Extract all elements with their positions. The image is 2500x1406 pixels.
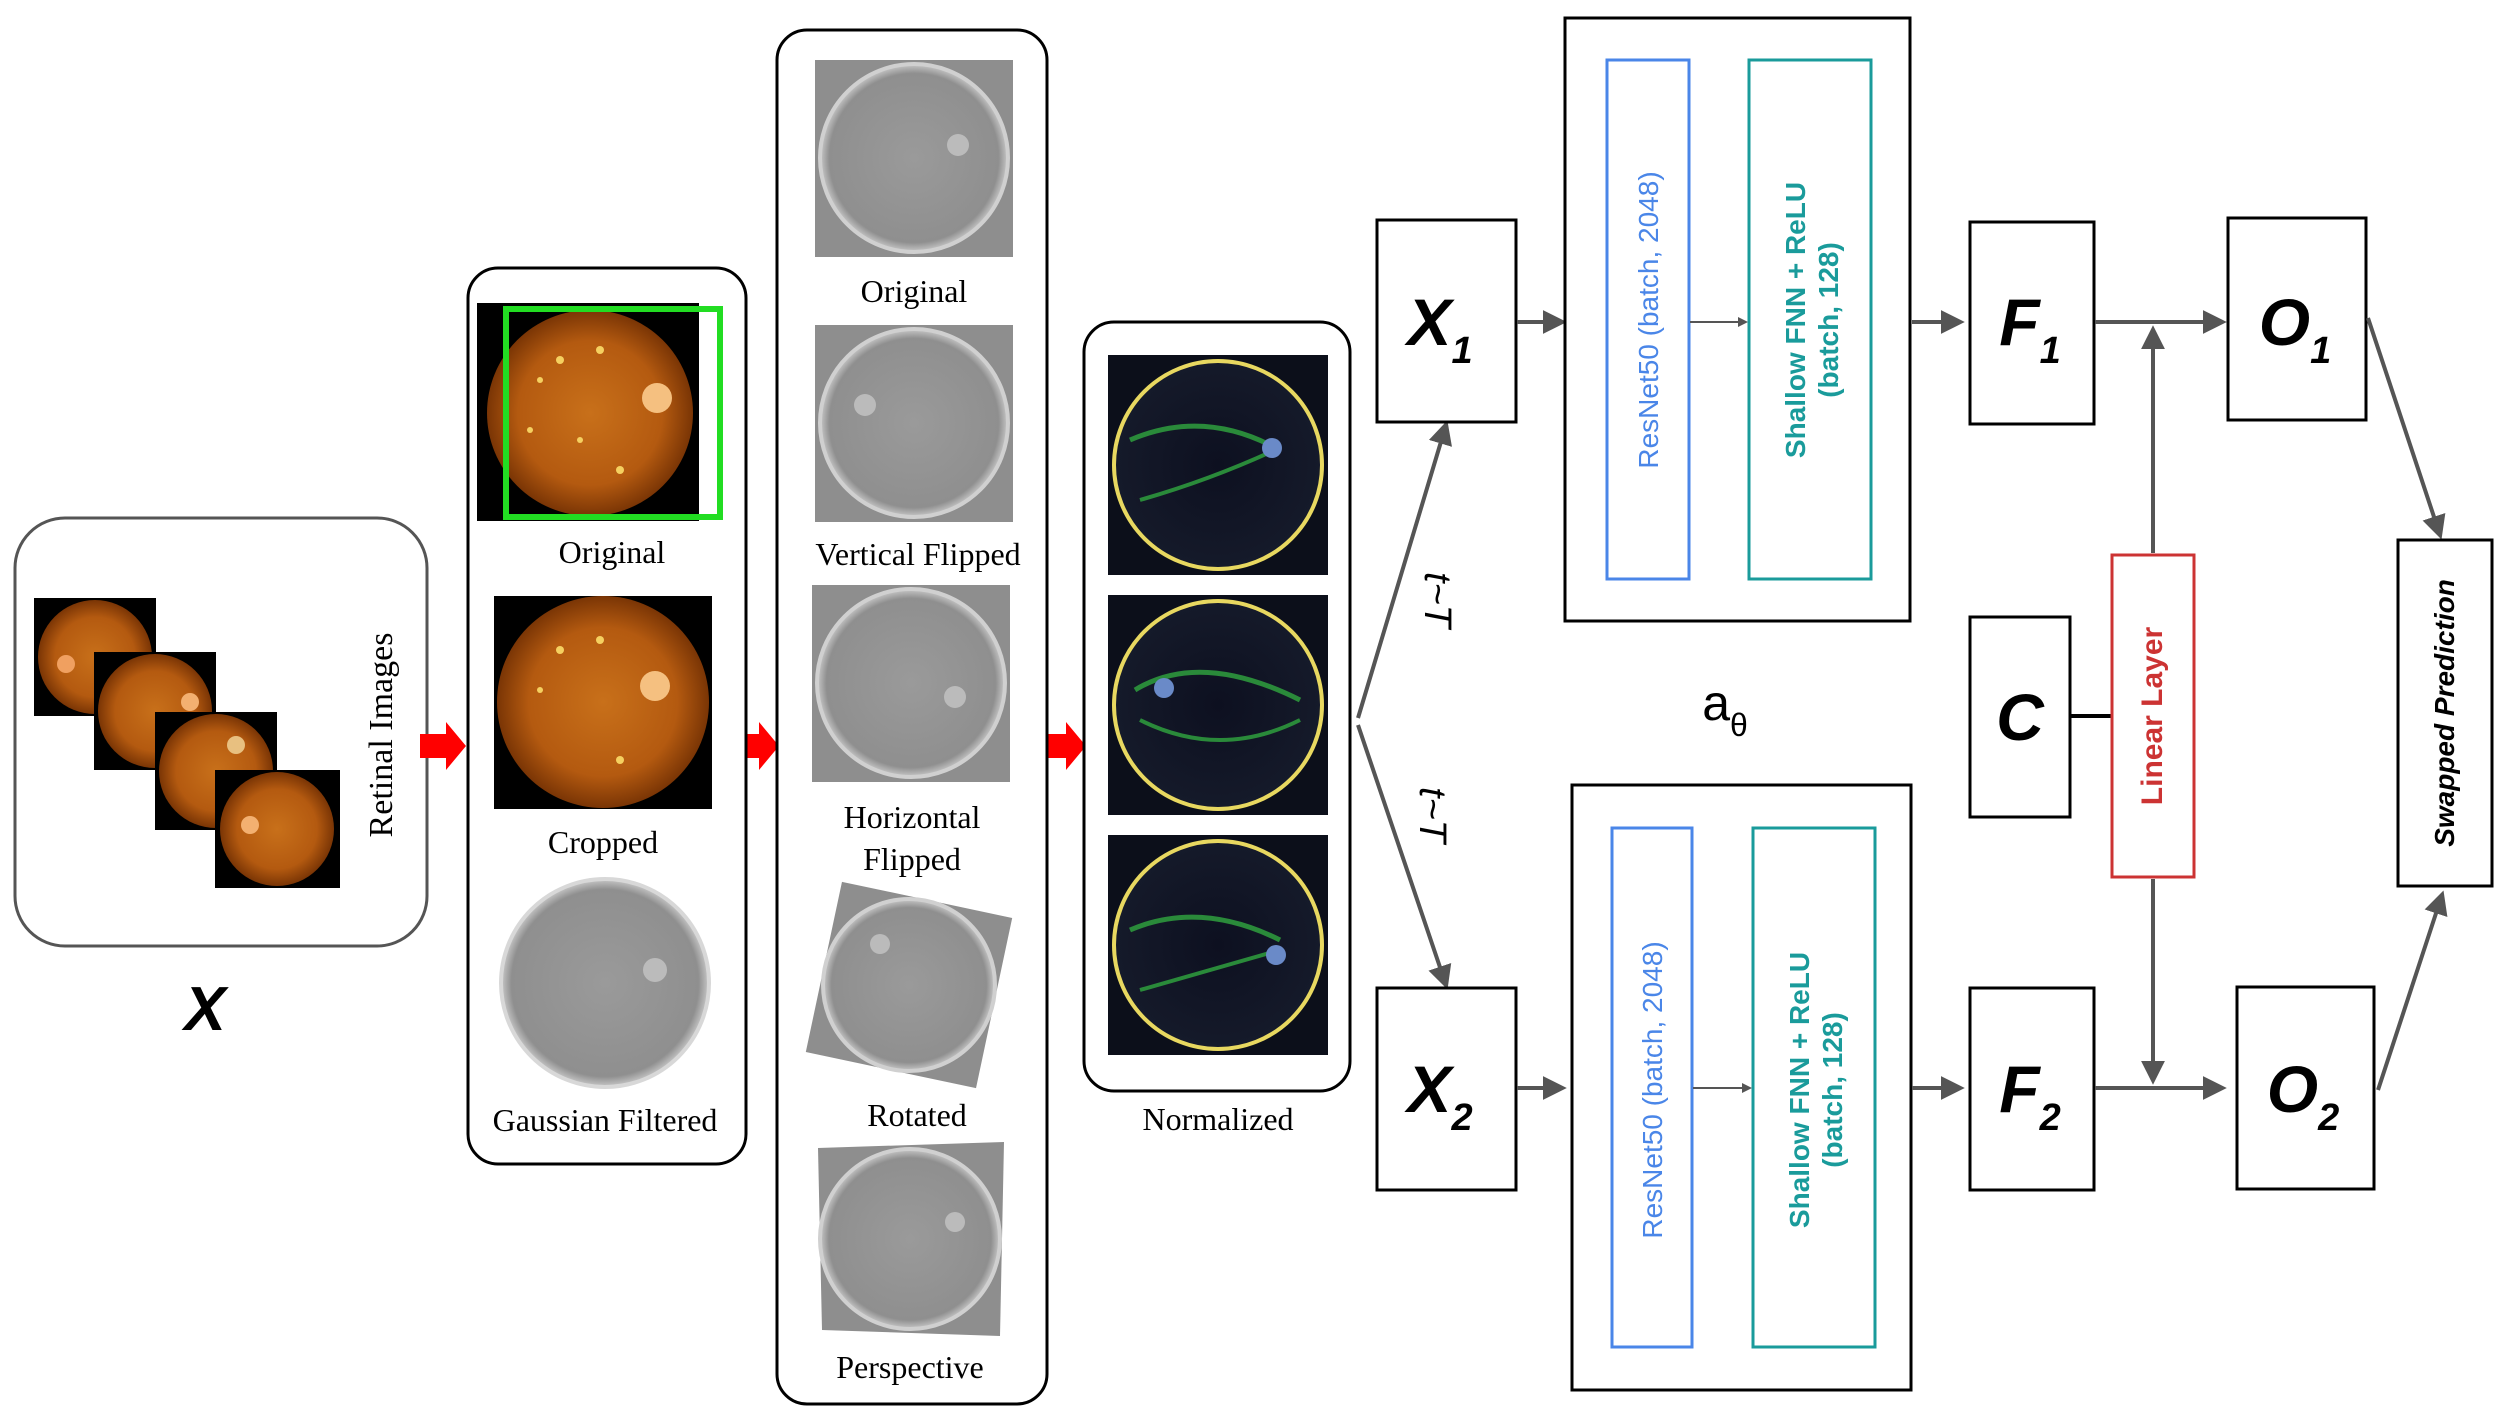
- stage2-rotated-image: [805, 881, 1013, 1089]
- stage1-label-gaussian: Gaussian Filtered: [493, 1102, 718, 1138]
- feature-f1-main: F: [1999, 285, 2041, 359]
- output-o2-main: O: [2267, 1052, 2318, 1126]
- stage2-perspective-image: [808, 1141, 1008, 1338]
- stage2-label-flipped: Flipped: [863, 841, 961, 877]
- output-o1-label: O1: [2259, 285, 2331, 372]
- encoder-theta-sub: θ: [1730, 707, 1748, 743]
- stage2-horizontal-flipped-image: [812, 585, 1010, 782]
- output-o2-box: [2235, 985, 2376, 1191]
- normalized-image-1: [1108, 355, 1328, 575]
- transform-label-bottom: t~T: [1411, 787, 1453, 846]
- feature-f1-sub: 1: [2040, 330, 2061, 372]
- fnn-bottom-label-1: Shallow FNN + ReLU: [1784, 952, 1815, 1228]
- linear-layer-label: Linear Layer: [2136, 626, 2169, 805]
- stage2-label-horizontal: Horizontal: [844, 799, 981, 835]
- fnn-bottom-box: [1751, 826, 1877, 1349]
- retinal-thumb-4: [215, 770, 340, 888]
- fnn-bottom-label-2: (batch, 128): [1817, 1012, 1848, 1168]
- resnet-top-box: [1605, 58, 1691, 581]
- stage1-gaussian-image: [496, 877, 714, 1090]
- output-o1-box: [2226, 216, 2368, 422]
- swapped-prediction-label: Swapped Prediction: [2429, 579, 2460, 847]
- stage2-label-original: Original: [861, 273, 968, 309]
- linear-layer-box: [2110, 553, 2196, 879]
- branch-arrow-top: [1356, 420, 1452, 719]
- feature-f1-label: F1: [1999, 285, 2060, 372]
- normalized-image-2: [1108, 595, 1328, 815]
- resnet-top-label: ResNet50 (batch, 2048): [1633, 171, 1664, 468]
- view-x1-main: X: [1403, 285, 1455, 359]
- view-x2-box: [1375, 986, 1518, 1192]
- encoder-theta-main: a: [1702, 675, 1730, 731]
- view-x1-label: X1: [1403, 285, 1472, 372]
- red-arrow-3: [1040, 722, 1086, 770]
- input-side-label: Retinal Images: [363, 633, 400, 838]
- feature-f2-sub: 2: [2039, 1097, 2061, 1139]
- fnn-top-box: [1747, 58, 1873, 581]
- view-x1-sub: 1: [1451, 330, 1472, 372]
- feature-f1-box: [1968, 220, 2096, 426]
- output-o2-sub: 2: [2317, 1097, 2339, 1139]
- fnn-top-label-1: Shallow FNN + ReLU: [1780, 182, 1811, 458]
- view-x2-main: X: [1403, 1052, 1455, 1126]
- red-arrow-1: [420, 722, 466, 770]
- input-var-label: X: [181, 975, 229, 1044]
- stage2-label-perspective: Perspective: [836, 1349, 984, 1385]
- stage2-label-vertical: Vertical Flipped: [815, 536, 1020, 572]
- encoder-theta-label: aθ: [1702, 675, 1748, 743]
- arrow-o1-swapped: [2366, 317, 2446, 540]
- feature-f2-box: [1968, 986, 2096, 1192]
- stage1-cropped-image: [494, 596, 712, 809]
- stage3-label-normalized: Normalized: [1142, 1101, 1293, 1137]
- stage1-label-original: Original: [559, 534, 666, 570]
- retinal-image-stack: [34, 598, 340, 888]
- view-x1-box: [1375, 218, 1518, 424]
- normalized-image-3: [1108, 835, 1328, 1055]
- output-o1-main: O: [2259, 285, 2310, 359]
- cluster-c-label: C: [1996, 680, 2045, 754]
- view-x2-sub: 2: [1450, 1097, 1472, 1139]
- feature-f2-main: F: [1999, 1052, 2041, 1126]
- stage2-label-rotated: Rotated: [867, 1097, 967, 1133]
- resnet-bottom-label: ResNet50 (batch, 2048): [1637, 941, 1668, 1238]
- output-o2-label: O2: [2267, 1052, 2339, 1139]
- branch-arrow-bottom: [1356, 724, 1452, 990]
- view-x2-label: X2: [1403, 1052, 1472, 1139]
- fnn-top-label-2: (batch, 128): [1813, 242, 1844, 398]
- feature-f2-label: F2: [1999, 1052, 2060, 1139]
- stage2-vertical-flipped-image: [815, 325, 1013, 522]
- transform-label-top: t~T: [1416, 572, 1458, 631]
- output-o1-sub: 1: [2310, 330, 2331, 372]
- arrow-o2-swapped: [2376, 890, 2448, 1091]
- stage1-original-image: [477, 303, 723, 521]
- stage2-original-image: [815, 60, 1013, 257]
- stage1-label-cropped: Cropped: [548, 824, 658, 860]
- swapped-prediction-box: [2396, 538, 2494, 888]
- resnet-bottom-box: [1610, 826, 1694, 1349]
